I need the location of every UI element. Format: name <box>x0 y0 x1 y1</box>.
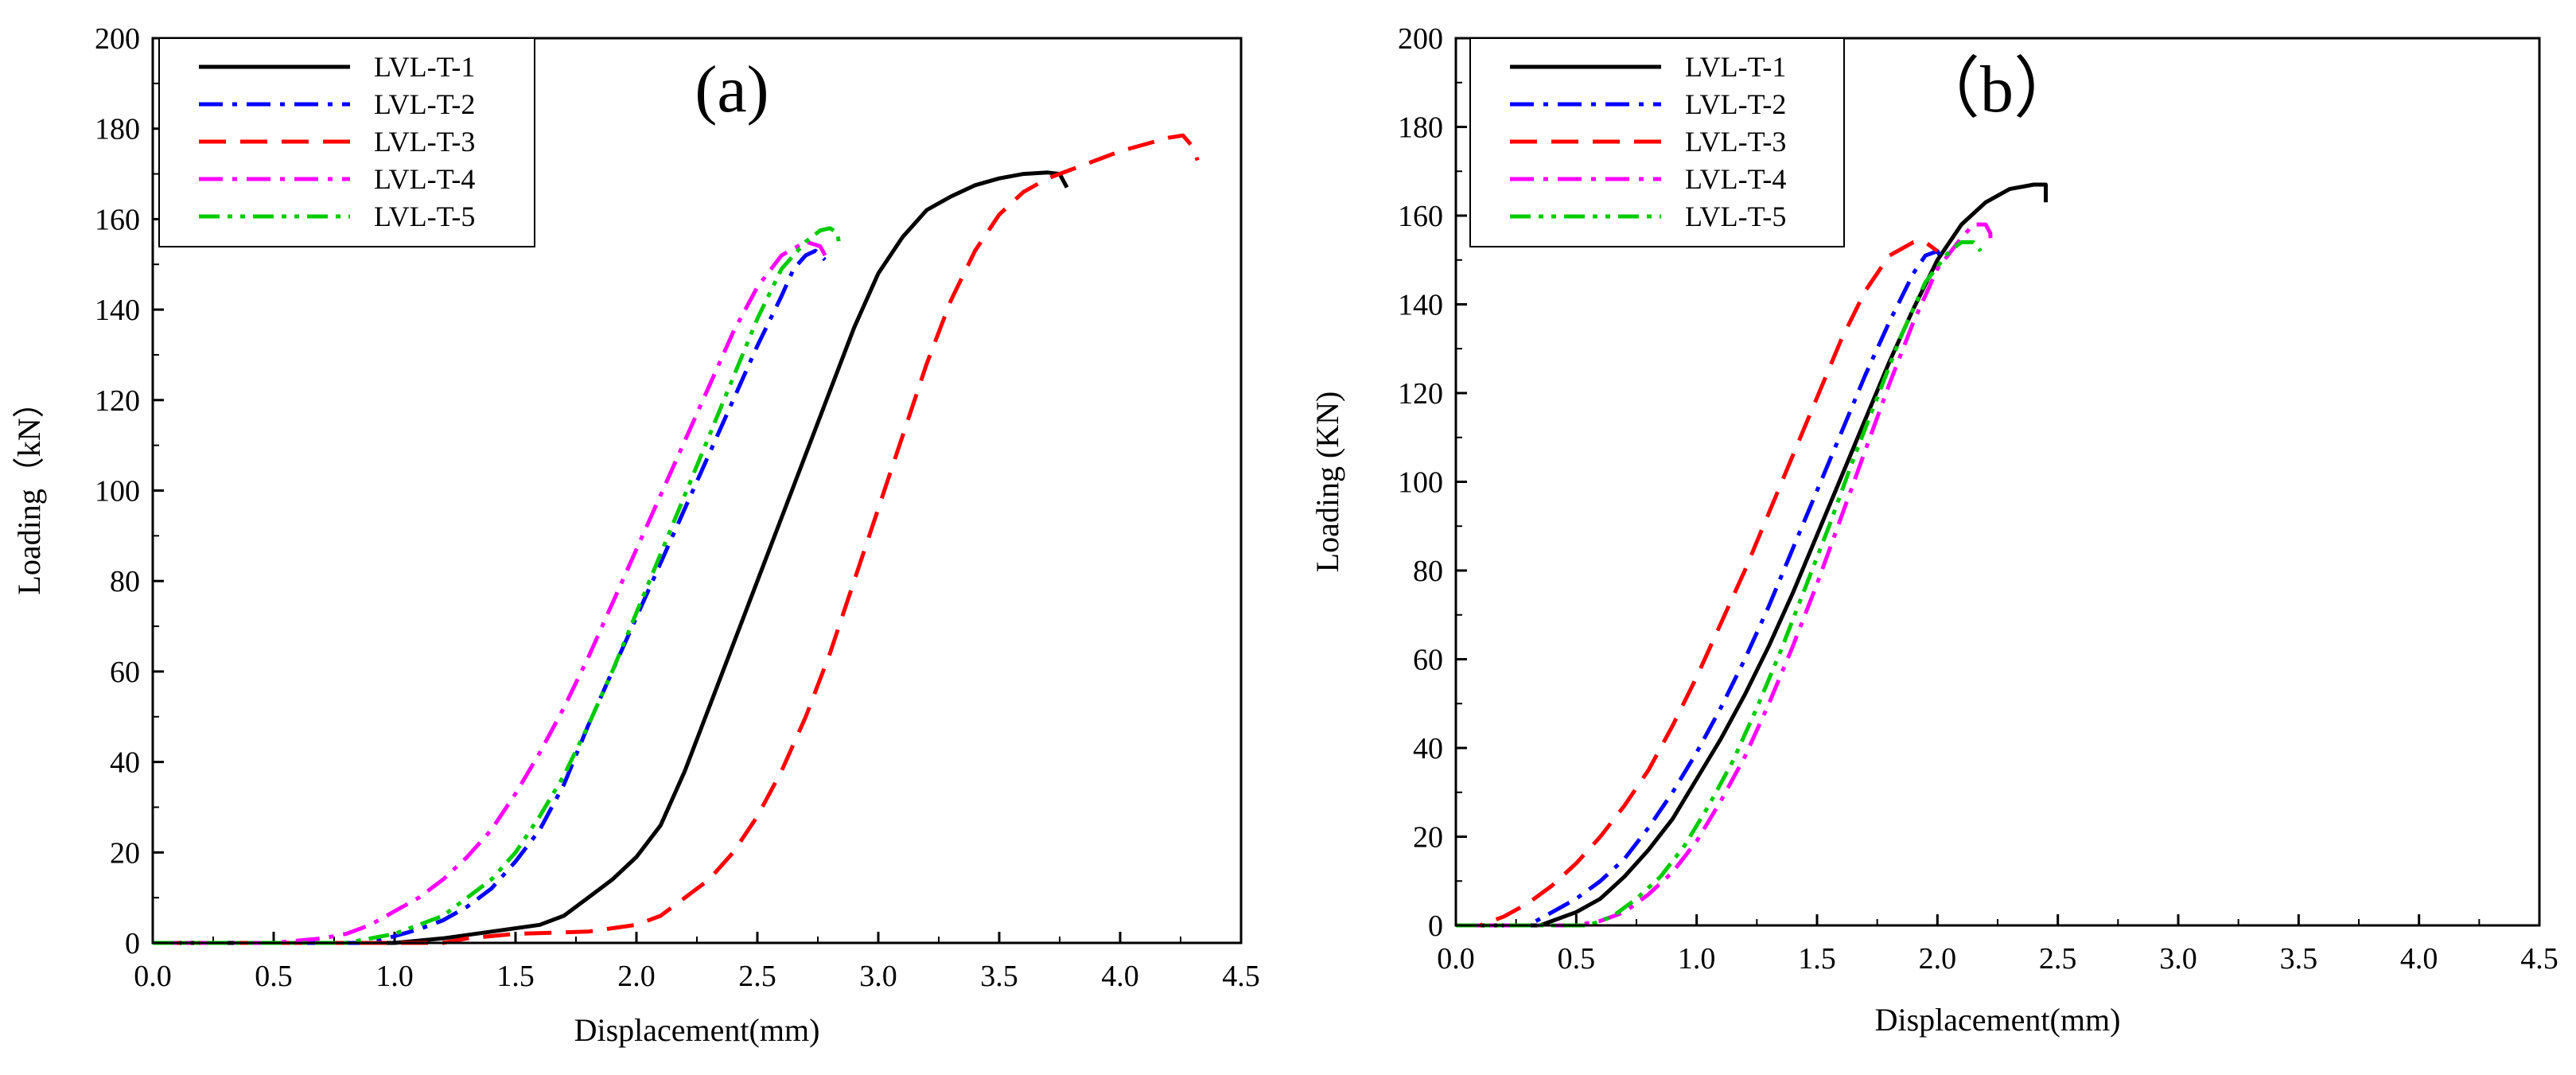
x-tick-label: 0.5 <box>1558 942 1596 976</box>
x-tick-label: 0.0 <box>134 960 172 993</box>
x-axis-label: Displacement(mm) <box>1875 1002 2121 1038</box>
y-tick-label: 120 <box>95 384 140 418</box>
x-tick-label: 3.0 <box>2159 942 2197 976</box>
x-tick-label: 2.5 <box>738 960 776 993</box>
legend-entry-label: LVL-T-1 <box>374 51 475 83</box>
legend-entry-label: LVL-T-1 <box>1685 51 1786 83</box>
y-tick-label: 160 <box>95 203 140 236</box>
chart-panel-b: 0.0 0.5 1.0 1.5 2.0 2.5 3.0 3.5 4.0 4.5 0 20 40 60 80… <box>1309 22 2558 1038</box>
y-tick-label: 60 <box>1413 644 1443 677</box>
series-line-lvl-t-2 <box>1456 249 1944 928</box>
y-tick-label: 200 <box>95 22 140 56</box>
legend-entry-label: LVL-T-4 <box>374 163 475 195</box>
x-tick-label: 2.0 <box>617 960 656 993</box>
x-tick-label: 4.0 <box>1101 960 1139 993</box>
x-axis-label: Displacement(mm) <box>574 1012 820 1048</box>
series-line-lvl-t-3 <box>1456 240 1939 928</box>
y-tick-labels: 0 20 40 60 80 100 120 140 160 180 200 <box>95 22 140 960</box>
series-line-lvl-t-2 <box>153 248 827 945</box>
x-tick-label: 3.0 <box>859 960 897 993</box>
chart-panel-a: 0.0 0.5 1.0 1.5 2.0 2.5 3.0 3.5 4.0 4.5 0 20 40 60 80… <box>11 22 1260 1048</box>
x-tick-label: 1.0 <box>1678 942 1716 976</box>
series-line-lvl-t-4 <box>153 240 827 945</box>
y-tick-label: 180 <box>1398 111 1443 145</box>
y-tick-label: 160 <box>1398 200 1443 233</box>
x-tick-label: 1.0 <box>376 960 414 993</box>
x-tick-label: 2.0 <box>1919 942 1957 976</box>
series-line-lvl-t-5 <box>153 226 842 945</box>
series-line-lvl-t-3 <box>153 133 1200 945</box>
y-tick-label: 20 <box>110 836 140 870</box>
y-tick-label: 100 <box>95 475 140 508</box>
y-tick-label: 120 <box>1398 377 1443 411</box>
y-tick-label: 180 <box>95 113 140 146</box>
y-tick-label: 140 <box>1398 289 1443 322</box>
legend-entry-label: LVL-T-2 <box>374 88 475 120</box>
y-tick-label: 80 <box>1413 555 1443 588</box>
y-tick-label: 20 <box>1413 821 1443 855</box>
x-tick-label: 3.5 <box>980 960 1018 993</box>
legend-entry-label: LVL-T-2 <box>1685 88 1786 120</box>
y-axis-label: Loading (KN) <box>1309 391 1345 573</box>
y-tick-labels: 0 20 40 60 80 100 120 140 160 180 200 <box>1398 22 1443 943</box>
x-tick-label: 1.5 <box>1798 942 1836 976</box>
x-tick-label: 2.5 <box>2039 942 2077 976</box>
y-tick-label: 0 <box>1428 909 1443 943</box>
legend: LVL-T-1 LVL-T-2 LVL-T-3 LVL-T-4 LVL-T-5 <box>158 37 535 247</box>
x-tick-label: 4.5 <box>1222 960 1260 993</box>
series-layer <box>1456 182 2048 928</box>
series-layer <box>153 133 1200 945</box>
series-line-lvl-t-4 <box>1456 222 1993 928</box>
x-tick-label: 4.0 <box>2400 942 2438 976</box>
legend-entry-label: LVL-T-3 <box>1685 126 1786 158</box>
x-tick-labels: 0.0 0.5 1.0 1.5 2.0 2.5 3.0 3.5 4.0 4.5 <box>1437 942 2558 976</box>
y-tick-label: 40 <box>1413 732 1443 765</box>
x-tick-label: 0.0 <box>1437 942 1475 976</box>
y-tick-label: 140 <box>95 294 140 327</box>
legend-entry-label: LVL-T-3 <box>374 126 475 158</box>
panel-label: (a) <box>695 53 769 127</box>
series-line-lvl-t-1 <box>153 170 1069 945</box>
y-tick-label: 80 <box>110 565 140 598</box>
legend-entry-label: LVL-T-5 <box>374 201 475 232</box>
legend-entry-label: LVL-T-4 <box>1685 163 1786 195</box>
y-tick-label: 100 <box>1398 466 1443 500</box>
x-tick-label: 4.5 <box>2520 942 2558 976</box>
legend: LVL-T-1 LVL-T-2 LVL-T-3 LVL-T-4 LVL-T-5 <box>1469 37 1845 247</box>
x-tick-label: 3.5 <box>2280 942 2318 976</box>
x-tick-label: 0.5 <box>255 960 293 993</box>
y-tick-label: 200 <box>1398 22 1443 56</box>
plot-frame <box>1454 37 2541 927</box>
panel-label: （b） <box>1913 53 2080 127</box>
y-tick-label: 0 <box>125 927 140 960</box>
y-axis-label: Loading（kN） <box>11 386 47 594</box>
x-tick-label: 1.5 <box>496 960 535 993</box>
y-tick-label: 60 <box>110 656 140 689</box>
plot-frame <box>151 37 1243 945</box>
series-line-lvl-t-1 <box>1456 182 2048 928</box>
series-line-lvl-t-5 <box>1456 240 1983 928</box>
x-tick-labels: 0.0 0.5 1.0 1.5 2.0 2.5 3.0 3.5 4.0 4.5 <box>134 960 1260 993</box>
legend-entry-label: LVL-T-5 <box>1685 201 1786 232</box>
y-tick-label: 40 <box>110 746 140 780</box>
